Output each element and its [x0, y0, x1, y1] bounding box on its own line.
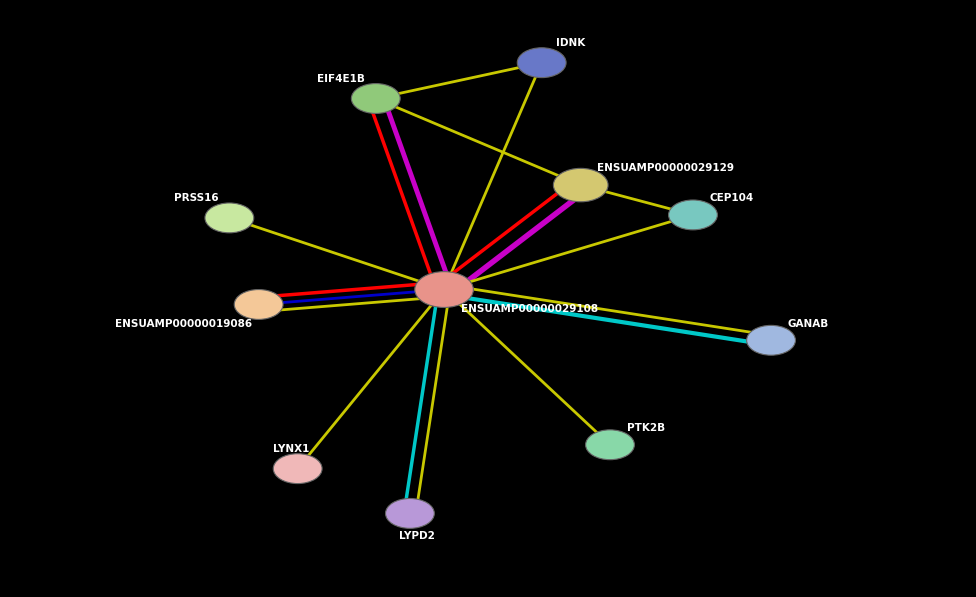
Text: ENSUAMP00000029129: ENSUAMP00000029129 — [597, 164, 734, 173]
Circle shape — [553, 168, 608, 202]
Text: GANAB: GANAB — [788, 319, 829, 328]
Circle shape — [517, 48, 566, 78]
Circle shape — [234, 290, 283, 319]
Text: ENSUAMP00000019086: ENSUAMP00000019086 — [114, 319, 252, 329]
Text: EIF4E1B: EIF4E1B — [317, 74, 365, 84]
Circle shape — [415, 272, 473, 307]
Text: PRSS16: PRSS16 — [174, 193, 219, 204]
Circle shape — [273, 454, 322, 484]
Text: CEP104: CEP104 — [710, 193, 753, 203]
Text: IDNK: IDNK — [555, 38, 585, 48]
Text: LYNX1: LYNX1 — [272, 444, 309, 454]
Text: LYPD2: LYPD2 — [399, 531, 434, 541]
Circle shape — [747, 325, 795, 355]
Text: ENSUAMP00000029108: ENSUAMP00000029108 — [461, 304, 598, 314]
Circle shape — [669, 200, 717, 230]
Circle shape — [386, 498, 434, 528]
Circle shape — [205, 203, 254, 233]
Circle shape — [351, 84, 400, 113]
Text: PTK2B: PTK2B — [627, 423, 665, 433]
Circle shape — [586, 430, 634, 460]
